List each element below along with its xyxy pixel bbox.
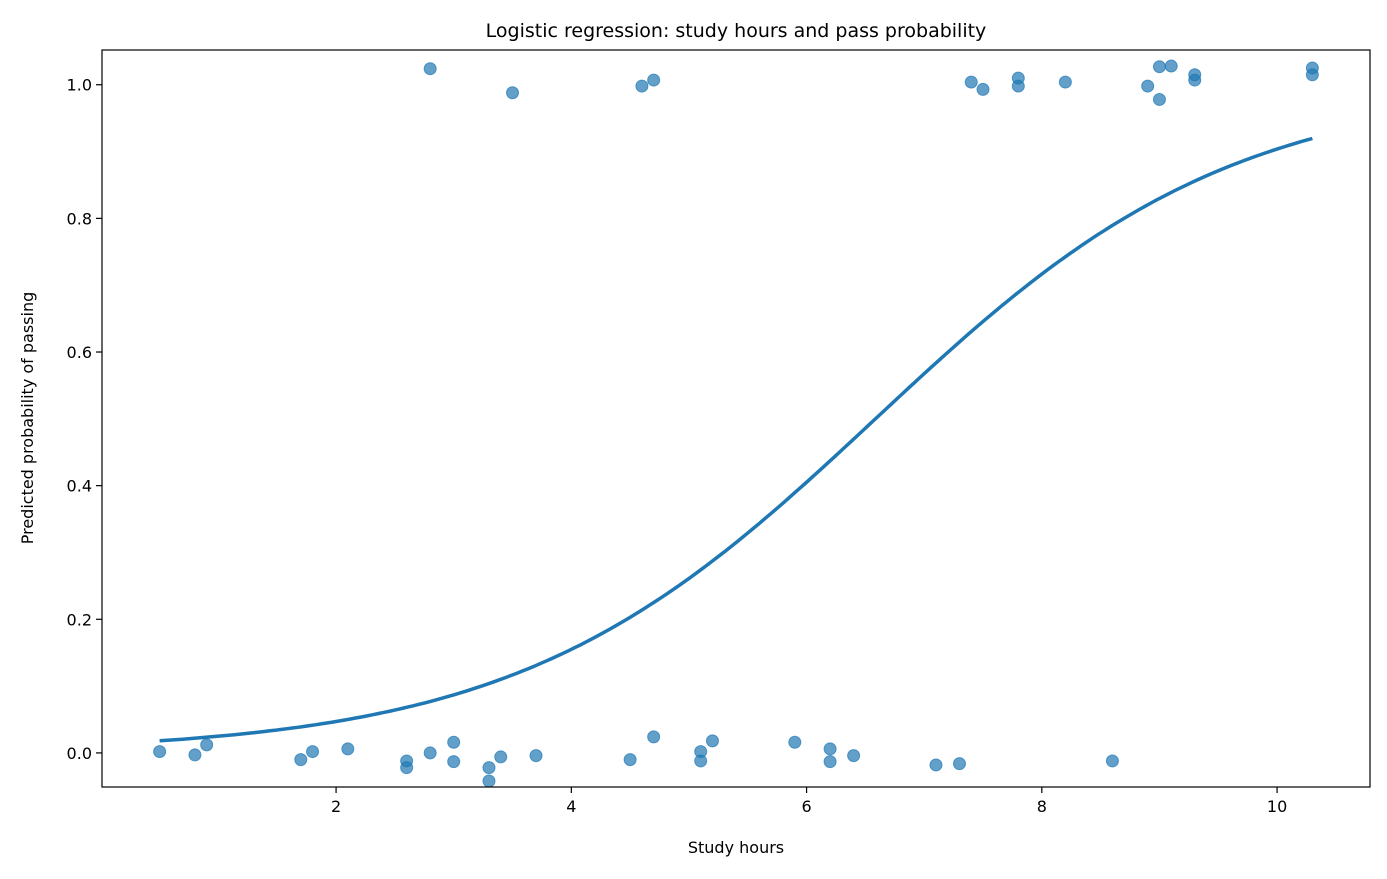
data-point [694,754,708,768]
data-point [623,753,637,767]
x-tick-label: 6 [801,797,811,816]
x-tick-label: 10 [1267,797,1287,816]
data-point [635,79,649,93]
y-tick-label: 0.0 [67,744,92,763]
data-point [823,755,837,769]
data-point [1058,75,1072,89]
y-tick-label: 1.0 [67,76,92,95]
data-point [494,750,508,764]
data-point [400,761,414,775]
data-point [823,742,837,756]
data-point [447,755,461,769]
data-point [341,742,355,756]
plot-frame [101,49,1371,788]
y-tick-label: 0.2 [67,610,92,629]
y-tick-label: 0.6 [67,343,92,362]
data-point [1141,79,1155,93]
data-point [788,735,802,749]
x-axis-label: Study hours [688,838,784,857]
data-point [1164,59,1178,73]
data-point [294,753,308,767]
data-point [705,734,719,748]
data-point [200,738,214,752]
data-point [423,746,437,760]
x-tick-label: 8 [1037,797,1047,816]
data-point [647,730,661,744]
data-point [482,761,496,775]
data-point [482,774,496,788]
data-point [929,758,943,772]
data-point [506,86,520,100]
data-point [1305,68,1319,82]
logistic-fit-line [159,136,1313,743]
data-point [647,73,661,87]
data-point [1105,754,1119,768]
data-point [447,735,461,749]
data-point [847,749,861,763]
data-point [976,82,990,96]
y-tick-label: 0.4 [67,477,92,496]
data-point [964,75,978,89]
data-point [153,745,167,759]
data-point [306,745,320,759]
y-tick-label: 0.8 [67,209,92,228]
data-point [1188,73,1202,87]
y-axis-label: Predicted probability of passing [18,292,37,545]
data-point [529,749,543,763]
data-point [188,748,202,762]
data-point [952,757,966,771]
data-point [423,62,437,76]
x-tick-label: 4 [566,797,576,816]
data-point [1011,79,1025,93]
x-tick-label: 2 [331,797,341,816]
data-point [1152,92,1166,106]
chart-title: Logistic regression: study hours and pas… [486,20,987,42]
data-point [1152,60,1166,74]
